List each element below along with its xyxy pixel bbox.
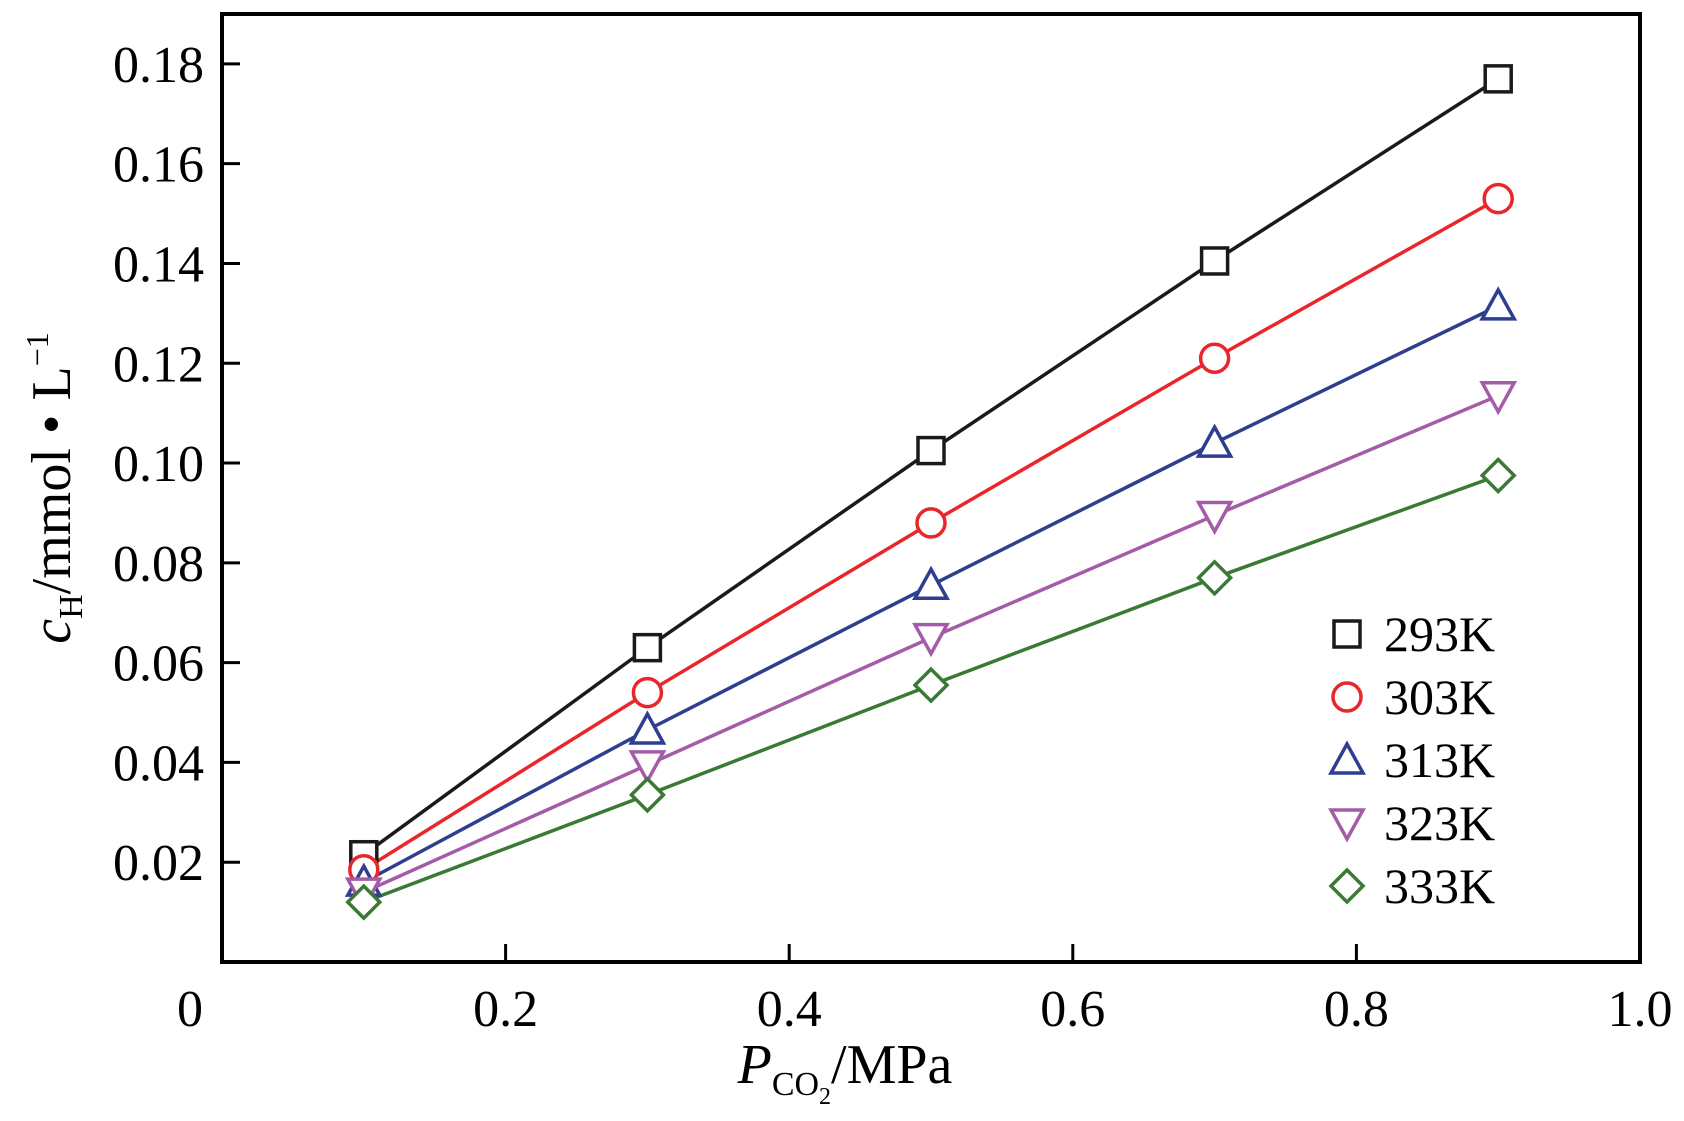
legend-marker-303K xyxy=(1331,681,1363,713)
y-tick-label: 0.08 xyxy=(113,536,204,593)
data-point-293K xyxy=(1483,64,1513,94)
data-point-323K xyxy=(912,622,950,658)
y-tick-label: 0.10 xyxy=(113,436,204,493)
y-axis-label: cH/mmol • L−1 xyxy=(19,332,90,644)
series-lines xyxy=(362,77,1500,904)
x-tick-label: 0.2 xyxy=(473,981,538,1038)
y-tick-label: 0.04 xyxy=(113,735,204,792)
data-point-303K xyxy=(1482,182,1514,215)
x-tick-label: 0.8 xyxy=(1324,981,1389,1038)
x-axis-label-sub: CO xyxy=(772,1066,819,1103)
series-markers xyxy=(344,64,1518,921)
data-point-333K xyxy=(912,666,950,704)
legend-marker-313K xyxy=(1328,740,1366,775)
data-point-333K xyxy=(1479,457,1517,495)
data-point-313K xyxy=(628,710,667,745)
data-point-293K xyxy=(1199,246,1230,276)
x-axis-label: PCO2/MPa xyxy=(737,1034,953,1110)
legend-label: 303K xyxy=(1384,669,1495,725)
data-point-303K xyxy=(631,676,664,709)
y-axis-label-sup: −1 xyxy=(19,332,55,366)
y-tick-label: 0.18 xyxy=(113,37,204,94)
data-point-333K xyxy=(345,883,383,921)
x-axis-label-subsub: 2 xyxy=(819,1084,831,1110)
y-axis-ticks: 0.02 0.04 0.06 0.08 0.10 0.12 0.14 0.16 0.18 xyxy=(113,37,240,892)
y-tick-label: 0.14 xyxy=(113,236,204,293)
legend-marker-293K xyxy=(1332,619,1362,649)
legend-label: 333K xyxy=(1384,858,1495,914)
data-point-303K xyxy=(1198,342,1231,375)
data-point-323K xyxy=(1195,500,1234,536)
x-tick-label: 0.6 xyxy=(1040,981,1105,1038)
y-tick-label: 0.06 xyxy=(113,636,204,693)
legend-marker-333K xyxy=(1328,867,1366,905)
x-tick-label: 1.0 xyxy=(1608,981,1673,1038)
x-axis-label-main: P xyxy=(737,1034,772,1096)
plot-frame xyxy=(220,12,1642,964)
data-point-303K xyxy=(915,507,947,539)
data-point-293K xyxy=(916,435,946,466)
data-point-293K xyxy=(632,632,663,663)
y-axis-label-main: c xyxy=(21,619,83,644)
data-point-313K xyxy=(912,565,950,601)
data-point-333K xyxy=(628,776,666,814)
x-tick-label: 0.4 xyxy=(757,981,822,1038)
x-axis-ticks: 0 0.2 0.4 0.6 0.8 1.0 xyxy=(177,944,1673,1038)
legend-label: 313K xyxy=(1384,732,1495,788)
y-axis-label-unit: /mmol • L xyxy=(21,366,83,594)
data-point-313K xyxy=(1479,286,1518,321)
y-tick-label: 0.02 xyxy=(113,835,204,892)
data-point-333K xyxy=(1196,559,1234,597)
data-point-313K xyxy=(1195,423,1234,458)
y-axis-label-sub: H xyxy=(53,594,90,619)
data-point-323K xyxy=(628,750,667,785)
legend-label: 293K xyxy=(1384,606,1495,662)
y-tick-label: 0.12 xyxy=(113,336,204,393)
x-tick-label: 0 xyxy=(177,981,203,1038)
legend-marker-323K xyxy=(1328,808,1366,843)
legend-label: 323K xyxy=(1384,795,1495,851)
x-axis-label-unit: /MPa xyxy=(831,1034,952,1096)
y-tick-label: 0.16 xyxy=(113,137,204,194)
data-point-323K xyxy=(1479,380,1518,416)
legend: 293K 303K 313K 323K 333K xyxy=(1328,606,1495,914)
